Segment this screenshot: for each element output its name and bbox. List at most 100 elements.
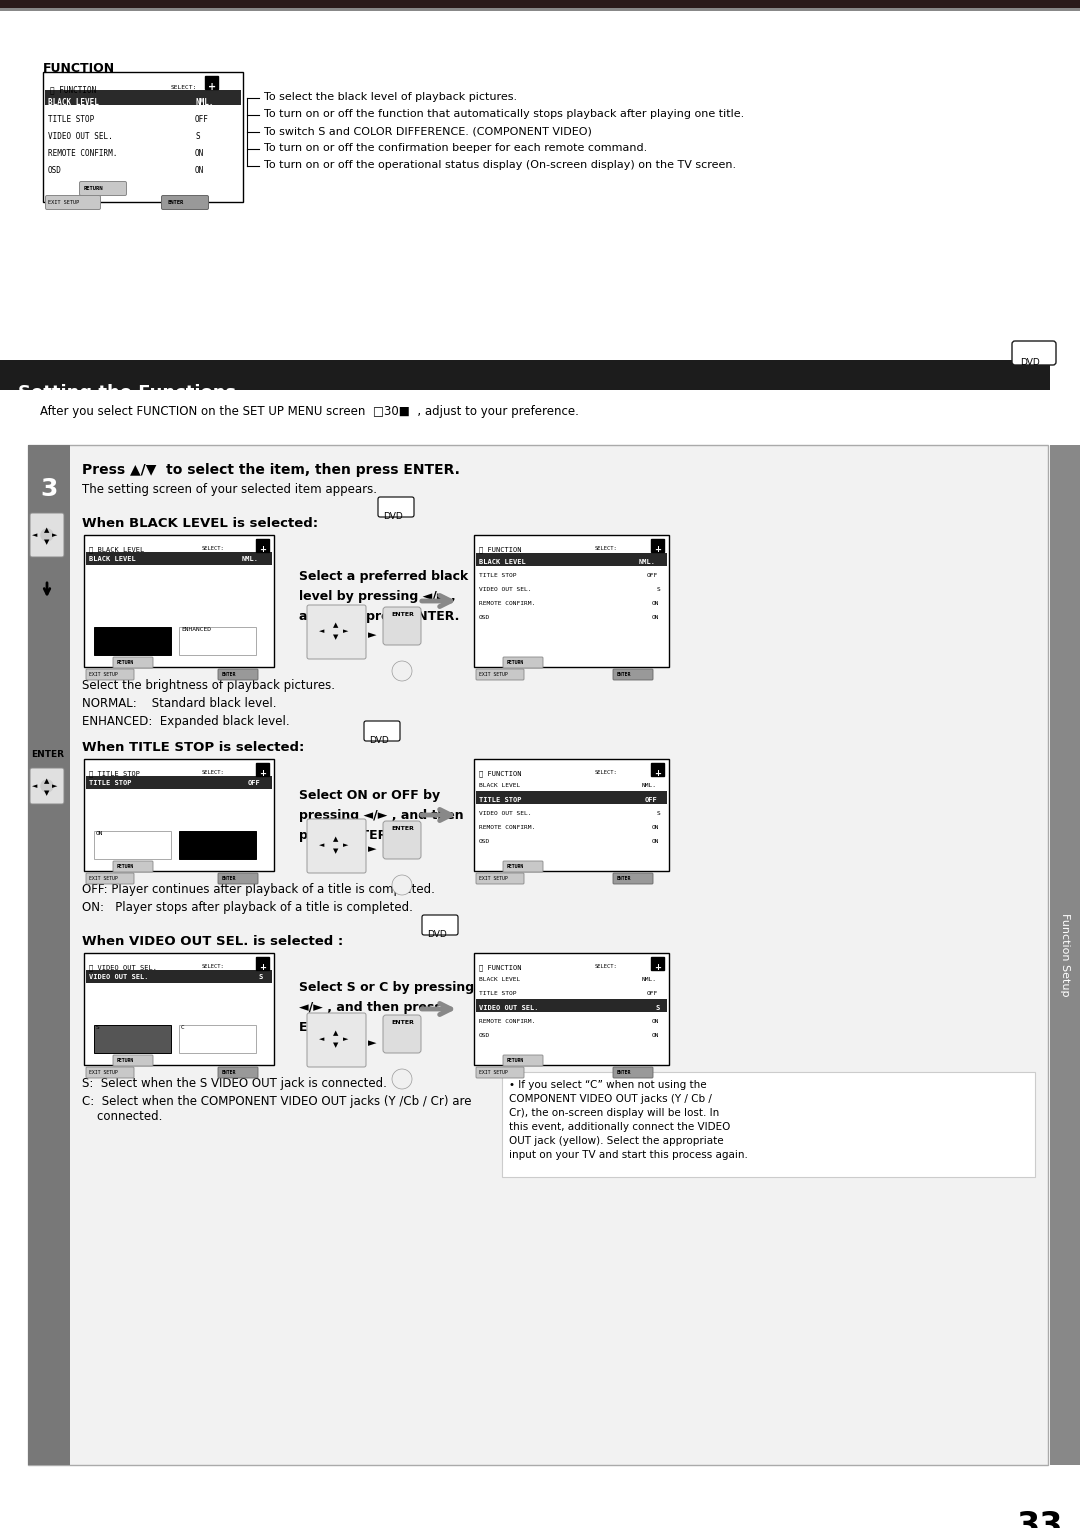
Bar bbox=[84, 759, 274, 871]
Text: ▼: ▼ bbox=[334, 848, 339, 854]
Text: To turn on or off the operational status display (On-screen display) on the TV s: To turn on or off the operational status… bbox=[264, 160, 737, 170]
Bar bbox=[28, 445, 1048, 1465]
Bar bbox=[256, 957, 269, 970]
Text: ◄: ◄ bbox=[320, 842, 325, 848]
FancyBboxPatch shape bbox=[113, 860, 153, 872]
FancyBboxPatch shape bbox=[383, 607, 421, 645]
FancyBboxPatch shape bbox=[30, 513, 64, 558]
Text: TITLE STOP: TITLE STOP bbox=[89, 779, 132, 785]
Bar bbox=[43, 72, 243, 202]
FancyBboxPatch shape bbox=[86, 669, 134, 680]
Text: ENTER: ENTER bbox=[391, 1021, 414, 1025]
Circle shape bbox=[41, 779, 53, 792]
Text: VIDEO OUT SEL.: VIDEO OUT SEL. bbox=[89, 973, 149, 979]
Text: Ⅱ FUNCTION: Ⅱ FUNCTION bbox=[480, 770, 522, 776]
Text: +: + bbox=[654, 769, 661, 778]
Bar bbox=[651, 957, 664, 970]
Text: ENHANCED:  Expanded black level.: ENHANCED: Expanded black level. bbox=[82, 715, 289, 727]
Text: 3: 3 bbox=[40, 477, 57, 501]
Text: When VIDEO OUT SEL. is selected :: When VIDEO OUT SEL. is selected : bbox=[82, 935, 343, 947]
Text: NML.: NML. bbox=[642, 782, 657, 788]
Text: ON: ON bbox=[651, 601, 659, 607]
Text: NML.: NML. bbox=[242, 556, 259, 562]
Text: To turn on or off the confirmation beeper for each remote command.: To turn on or off the confirmation beepe… bbox=[264, 144, 647, 153]
FancyBboxPatch shape bbox=[307, 819, 366, 872]
Text: To switch S and COLOR DIFFERENCE. (COMPONENT VIDEO): To switch S and COLOR DIFFERENCE. (COMPO… bbox=[264, 125, 592, 136]
Text: ON: ON bbox=[651, 614, 659, 620]
Text: ENTER: ENTER bbox=[617, 672, 632, 677]
Text: ON: ON bbox=[195, 150, 204, 157]
Bar bbox=[256, 762, 269, 776]
Bar bbox=[476, 792, 667, 804]
Bar bbox=[94, 626, 171, 656]
Text: OFF: OFF bbox=[247, 779, 260, 785]
Text: Setting the Functions: Setting the Functions bbox=[18, 384, 237, 402]
Bar bbox=[86, 776, 272, 788]
FancyBboxPatch shape bbox=[476, 669, 524, 680]
Text: TITLE STOP: TITLE STOP bbox=[480, 992, 516, 996]
Text: +: + bbox=[208, 83, 216, 92]
Text: FUNCTION: FUNCTION bbox=[43, 63, 116, 75]
Text: +: + bbox=[654, 545, 661, 555]
Text: Select a preferred black
level by pressing ◄/► ,
and then press ENTER.: Select a preferred black level by pressi… bbox=[299, 570, 469, 623]
Text: ENTER: ENTER bbox=[391, 613, 414, 617]
Text: BLACK LEVEL: BLACK LEVEL bbox=[89, 556, 136, 562]
Text: ►: ► bbox=[52, 782, 57, 788]
FancyBboxPatch shape bbox=[383, 821, 421, 859]
Text: RETURN: RETURN bbox=[117, 660, 134, 665]
Text: DVD: DVD bbox=[1020, 358, 1040, 367]
Text: ◄: ◄ bbox=[320, 628, 325, 634]
Text: S: S bbox=[258, 973, 262, 979]
Circle shape bbox=[392, 876, 411, 895]
Bar bbox=[651, 762, 664, 776]
Text: ENTER: ENTER bbox=[222, 1070, 237, 1076]
Text: ◄: ◄ bbox=[32, 532, 38, 538]
Text: +: + bbox=[654, 963, 661, 972]
Text: RETURN: RETURN bbox=[507, 1057, 524, 1063]
Text: BLACK LEVEL: BLACK LEVEL bbox=[480, 976, 521, 983]
Text: OSD: OSD bbox=[480, 614, 490, 620]
Text: OSD: OSD bbox=[480, 839, 490, 843]
FancyBboxPatch shape bbox=[422, 915, 458, 935]
Bar bbox=[1050, 445, 1080, 1465]
Text: REMOTE CONFIRM.: REMOTE CONFIRM. bbox=[48, 150, 118, 157]
Text: Ⅱ VIDEO OUT SEL.: Ⅱ VIDEO OUT SEL. bbox=[89, 964, 157, 970]
Bar bbox=[502, 1073, 1035, 1177]
Text: REMOTE CONFIRM.: REMOTE CONFIRM. bbox=[480, 1019, 536, 1024]
FancyBboxPatch shape bbox=[476, 1067, 524, 1077]
Text: ►: ► bbox=[343, 628, 349, 634]
Text: DVD: DVD bbox=[427, 931, 447, 940]
Text: ►: ► bbox=[343, 1036, 349, 1042]
Text: SELECT:: SELECT: bbox=[171, 86, 198, 90]
Text: The setting screen of your selected item appears.: The setting screen of your selected item… bbox=[82, 483, 377, 497]
Text: S: S bbox=[657, 811, 660, 816]
Text: OFF: OFF bbox=[645, 798, 658, 804]
Bar bbox=[179, 831, 256, 859]
FancyBboxPatch shape bbox=[1012, 341, 1056, 365]
FancyBboxPatch shape bbox=[503, 1054, 543, 1067]
FancyBboxPatch shape bbox=[307, 1013, 366, 1067]
Text: NORMAL:    Standard black level.: NORMAL: Standard black level. bbox=[82, 697, 276, 711]
Text: ►: ► bbox=[343, 842, 349, 848]
Circle shape bbox=[41, 529, 53, 541]
FancyBboxPatch shape bbox=[162, 196, 208, 209]
Text: DVD: DVD bbox=[369, 736, 389, 746]
Text: EXIT SETUP: EXIT SETUP bbox=[480, 876, 508, 882]
Text: SELECT:: SELECT: bbox=[202, 770, 225, 775]
Text: ▲: ▲ bbox=[334, 1030, 339, 1036]
Text: RETURN: RETURN bbox=[507, 660, 524, 665]
Text: +: + bbox=[259, 963, 266, 972]
Bar bbox=[474, 953, 669, 1065]
Text: Ⅱ BLACK LEVEL: Ⅱ BLACK LEVEL bbox=[89, 545, 145, 553]
Text: ON: ON bbox=[651, 825, 659, 830]
Text: ON: ON bbox=[651, 839, 659, 843]
Bar bbox=[84, 953, 274, 1065]
Bar bbox=[86, 970, 272, 983]
Text: REMOTE CONFIRM.: REMOTE CONFIRM. bbox=[480, 601, 536, 607]
Text: OSD: OSD bbox=[48, 167, 62, 176]
Text: NML.: NML. bbox=[195, 98, 214, 107]
Text: C: C bbox=[181, 1025, 185, 1030]
FancyBboxPatch shape bbox=[613, 872, 653, 885]
Text: Ⅱ FUNCTION: Ⅱ FUNCTION bbox=[480, 545, 522, 553]
Text: NORMAL: NORMAL bbox=[96, 626, 119, 633]
